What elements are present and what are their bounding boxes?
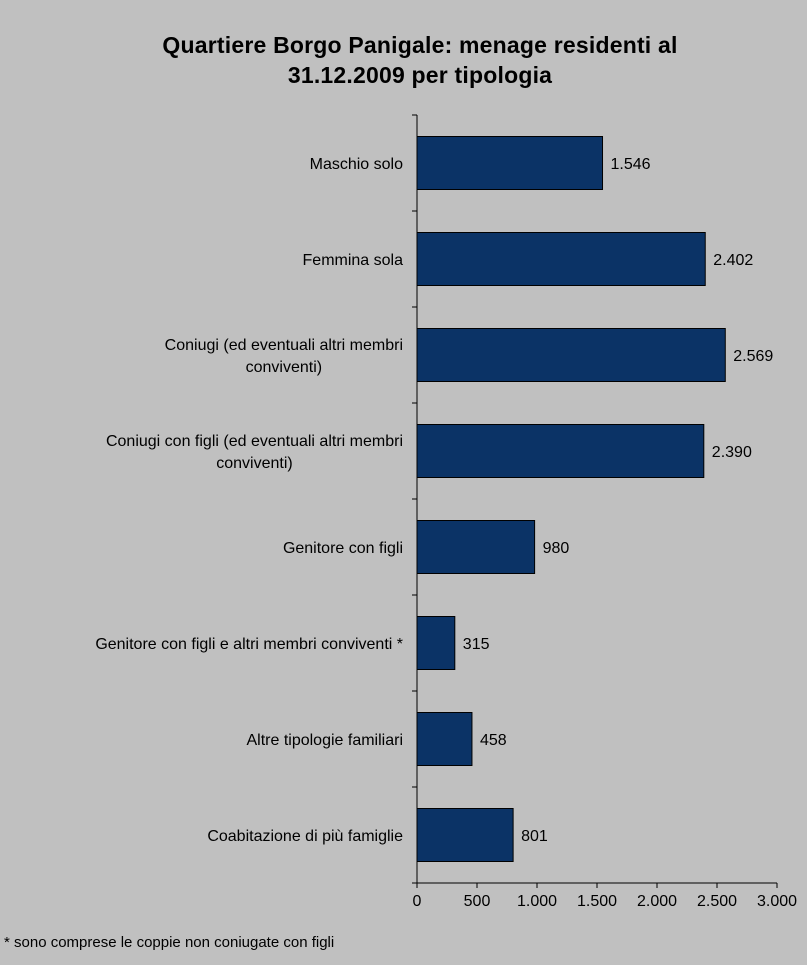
- bar-2: [416, 232, 706, 286]
- x-tick-label-7: 3.000: [757, 893, 797, 910]
- bar-8: [416, 808, 514, 862]
- bar-7: [416, 712, 473, 766]
- value-label-6: 315: [463, 636, 490, 653]
- category-label-6: Genitore con figli e altri membri conviv…: [95, 636, 403, 653]
- category-label-2: Femmina sola: [303, 252, 404, 269]
- category-label-3-line-1: Coniugi (ed eventuali altri membri: [165, 337, 403, 354]
- x-tick-label-5: 2.000: [637, 893, 677, 910]
- x-tick-label-2: 500: [464, 893, 491, 910]
- bar-4: [416, 424, 705, 478]
- value-label-4: 2.390: [712, 444, 752, 461]
- bar-5: [416, 520, 536, 574]
- category-label-3-line-2: conviventi): [246, 359, 322, 376]
- category-label-1: Maschio solo: [310, 156, 403, 173]
- x-tick-label-3: 1.000: [517, 893, 557, 910]
- value-label-2: 2.402: [713, 252, 753, 269]
- x-tick-label-1: 0: [413, 893, 422, 910]
- chart-title-line1: Quartiere Borgo Panigale: menage residen…: [162, 32, 678, 58]
- x-tick-label-6: 2.500: [697, 893, 737, 910]
- value-label-7: 458: [480, 732, 507, 749]
- chart-title-line2: 31.12.2009 per tipologia: [287, 62, 553, 88]
- category-label-8: Coabitazione di più famiglie: [207, 828, 403, 845]
- category-label-4-line-2: conviventi): [216, 455, 292, 472]
- footnote: * sono comprese le coppie non coniugate …: [4, 934, 335, 951]
- value-label-8: 801: [521, 828, 548, 845]
- category-label-4-line-1: Coniugi con figli (ed eventuali altri me…: [106, 433, 403, 450]
- bar-6: [416, 616, 456, 670]
- value-label-1: 1.546: [611, 156, 651, 173]
- bar-1: [416, 136, 604, 190]
- x-tick-label-4: 1.500: [577, 893, 617, 910]
- chart-title: Quartiere Borgo Panigale: menage residen…: [0, 30, 807, 90]
- value-label-5: 980: [543, 540, 570, 557]
- category-label-7: Altre tipologie familiari: [246, 732, 403, 749]
- bar-3: [416, 328, 726, 382]
- value-label-3: 2.569: [733, 348, 773, 365]
- category-label-5: Genitore con figli: [283, 540, 403, 557]
